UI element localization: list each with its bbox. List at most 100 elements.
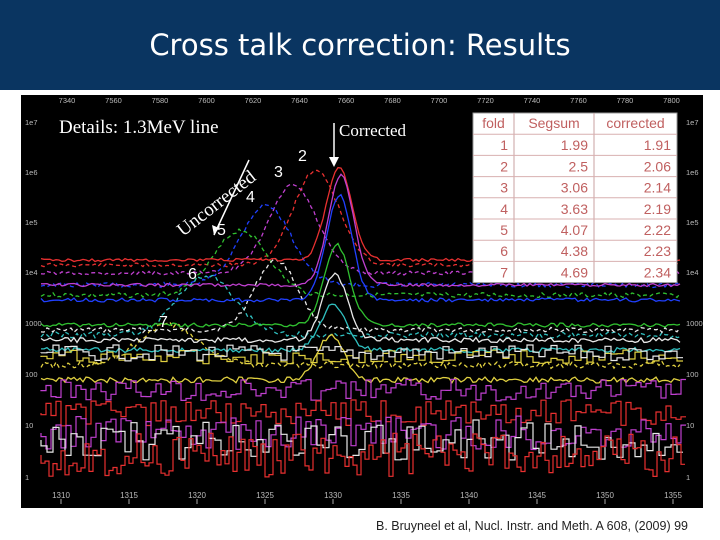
x-tick-label: 1330 — [324, 491, 342, 500]
y-tick-label-left: 1e5 — [25, 218, 38, 227]
fold-table-header: corrected — [606, 115, 664, 131]
corrected-label: Corrected — [339, 121, 407, 140]
uncorrected-arrow-head — [212, 225, 219, 235]
chart-title: Details: 1.3MeV line — [59, 117, 219, 138]
corrected-fold3-curve — [41, 173, 681, 288]
top-tick-label: 7580 — [152, 96, 169, 105]
y-tick-label-right: 1000 — [686, 319, 703, 328]
fold-table-cell: 4.07 — [561, 222, 588, 238]
fold-label-7: 7 — [159, 314, 168, 331]
fold-table: fold Segsum corrected 1 1.99 1.91 2 2.5 2.06 3 3.0… — [472, 112, 678, 284]
fold-label-4: 4 — [246, 189, 255, 206]
x-tick-label: 1355 — [664, 491, 682, 500]
corrected-arrow-head — [329, 157, 339, 167]
corrected-fold7-curve — [40, 333, 681, 384]
fold-label-2: 2 — [298, 148, 307, 165]
fold-table-cell: 3 — [500, 180, 508, 196]
x-tick-label: 1350 — [596, 491, 614, 500]
tail-fold1-curve — [40, 344, 683, 362]
fold-table-cell: 4.38 — [561, 243, 588, 259]
y-tick-label-right: 1e4 — [686, 268, 699, 277]
fold-table-cell: 3.63 — [561, 201, 588, 217]
top-tick-label: 7600 — [198, 96, 215, 105]
y-tick-label-left: 1000 — [25, 319, 42, 328]
top-tick-label: 7780 — [617, 96, 634, 105]
fold-table-cell: 2.23 — [644, 243, 671, 259]
top-axis-ticks: 7340 7560 7580 7600 7620 7640 7660 7680 7700 7720… — [59, 96, 680, 105]
fold-label-6: 6 — [188, 266, 197, 283]
spectrum-plot: 1310 1315 1320 1325 1330 1335 1340 1345 1350 1355… — [21, 95, 703, 508]
title-bar: Cross talk correction: Results — [0, 0, 720, 90]
top-tick-label: 7800 — [663, 96, 680, 105]
y-tick-label-right: 10 — [686, 421, 694, 430]
tail-fold2b-curve — [40, 432, 685, 478]
top-tick-label: 7660 — [338, 96, 355, 105]
fold-table-cell: 1 — [500, 137, 508, 153]
top-tick-label: 7700 — [431, 96, 448, 105]
fold-table-cell: 1.99 — [561, 137, 588, 153]
y-tick-label-right: 100 — [686, 370, 699, 379]
fold-table-cell: 6 — [500, 243, 508, 259]
y-tick-label-left: 1e6 — [25, 168, 38, 177]
corrected-fold5-curve — [40, 242, 681, 328]
y-tick-label-right: 1e6 — [686, 168, 699, 177]
y-tick-label-left: 1 — [25, 473, 29, 482]
citation: B. Bruyneel et al, Nucl. Instr. and Meth… — [376, 519, 688, 533]
y-axis-ticks-right: 1 10 100 1000 1e4 1e5 1e6 1e7 — [686, 118, 703, 482]
top-tick-label: 7640 — [291, 96, 308, 105]
fold-table-cell: 2 — [500, 158, 508, 174]
x-tick-label: 1315 — [120, 491, 138, 500]
y-tick-label-left: 1e7 — [25, 118, 38, 127]
x-axis-ticks: 1310 1315 1320 1325 1330 1335 1340 1345 1350 1355 — [52, 491, 682, 504]
top-tick-label: 7760 — [570, 96, 587, 105]
y-axis-ticks-left: 1 10 100 1000 1e4 1e5 1e6 1e7 — [25, 118, 42, 482]
corrected-fold4-curve — [40, 193, 681, 303]
fold-table-cell: 2.5 — [569, 158, 589, 174]
uncorrected-fold5-curve — [40, 228, 681, 299]
x-tick-label: 1320 — [188, 491, 206, 500]
fold-table-cell: 4.69 — [561, 264, 588, 280]
y-tick-label-left: 10 — [25, 421, 33, 430]
fold-table-cell: 3.06 — [561, 180, 588, 196]
x-tick-label: 1325 — [256, 491, 274, 500]
fold-table-cell: 2.19 — [644, 201, 671, 217]
corrected-fold6-curve — [41, 303, 681, 354]
x-tick-label: 1340 — [460, 491, 478, 500]
fold-label-5: 5 — [217, 222, 226, 239]
tail-fold3-curve — [40, 378, 686, 402]
top-tick-label: 7560 — [105, 96, 122, 105]
top-tick-label: 7620 — [245, 96, 262, 105]
fold-table-header: Segsum — [528, 115, 579, 131]
fold-table-cell: 1.91 — [644, 137, 671, 153]
fold-table-cell: 2.06 — [644, 158, 671, 174]
spectrum-chart: 1310 1315 1320 1325 1330 1335 1340 1345 1350 1355… — [21, 95, 703, 508]
y-tick-label-right: 1e7 — [686, 118, 699, 127]
top-tick-label: 7720 — [477, 96, 494, 105]
fold-label-3: 3 — [274, 164, 283, 181]
slide-title: Cross talk correction: Results — [149, 28, 571, 62]
y-tick-label-left: 100 — [25, 370, 38, 379]
x-tick-label: 1310 — [52, 491, 70, 500]
fold-table-cell: 5 — [500, 222, 508, 238]
top-tick-label: 7680 — [384, 96, 401, 105]
y-tick-label-left: 1e4 — [25, 268, 38, 277]
fold-table-header: fold — [482, 115, 505, 131]
y-tick-label-right: 1 — [686, 473, 690, 482]
tail-fold7-curve — [40, 349, 683, 365]
fold-table-cell: 2.22 — [644, 222, 671, 238]
fold-table-cell: 4 — [500, 201, 508, 217]
fold-table-cell: 2.14 — [644, 180, 671, 196]
uncorrected-fold6-curve — [40, 274, 681, 340]
tail-fold1b-curve — [40, 419, 683, 461]
uncorrected-fold1-curve — [40, 257, 681, 334]
spectrum-curves — [40, 166, 686, 478]
tail-fold3b-curve — [40, 415, 686, 451]
top-tick-label: 7740 — [524, 96, 541, 105]
top-tick-label: 7340 — [59, 96, 76, 105]
x-tick-label: 1335 — [392, 491, 410, 500]
corrected-fold1-curve — [40, 272, 681, 344]
fold-table-cell: 7 — [500, 264, 508, 280]
fold-table-cell: 2.34 — [644, 264, 671, 280]
x-tick-label: 1345 — [528, 491, 546, 500]
uncorrected-arrow-line — [213, 159, 250, 236]
